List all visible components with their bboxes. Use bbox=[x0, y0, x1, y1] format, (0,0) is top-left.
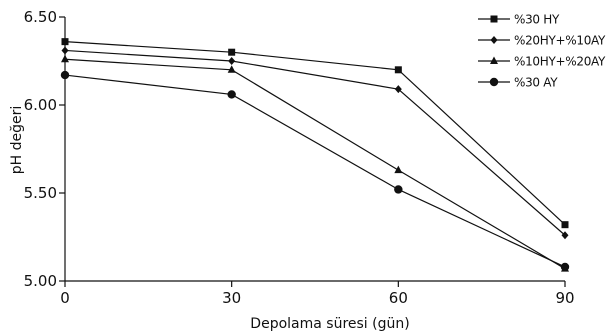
series-line bbox=[64, 74, 566, 268]
data-point bbox=[227, 90, 236, 99]
series-layer bbox=[60, 38, 570, 272]
y-tick-label: 5.00 bbox=[24, 272, 57, 290]
legend-item: %20HY+%10AY bbox=[478, 34, 606, 48]
data-point bbox=[561, 221, 569, 229]
legend-item: %10HY+%20AY bbox=[478, 55, 606, 69]
series-line bbox=[64, 58, 566, 270]
legend-label: %20HY+%10AY bbox=[514, 34, 606, 48]
legend-label: %10HY+%20AY bbox=[514, 55, 606, 69]
data-point bbox=[560, 262, 570, 272]
x-tick-label: 30 bbox=[222, 289, 241, 307]
legend-item: %30 AY bbox=[478, 76, 559, 90]
data-point bbox=[561, 231, 569, 240]
series-line bbox=[64, 49, 566, 236]
data-point bbox=[228, 48, 236, 56]
data-point bbox=[394, 185, 403, 194]
data-point bbox=[228, 57, 236, 65]
data-point bbox=[61, 54, 69, 63]
series-line bbox=[64, 41, 566, 226]
legend-label: %30 AY bbox=[514, 76, 558, 90]
x-tick-label: 90 bbox=[555, 289, 574, 307]
legend-label: %30 HY bbox=[514, 13, 560, 27]
y-tick-label: 6.50 bbox=[24, 8, 57, 26]
series-diamond bbox=[61, 46, 569, 240]
x-tick-label: 60 bbox=[389, 289, 408, 307]
data-point bbox=[60, 70, 70, 80]
x-axis-ticks: 0 30 60 90 bbox=[60, 281, 575, 307]
data-point bbox=[394, 165, 403, 174]
y-axis-ticks: 5.00 5.50 6.00 6.50 bbox=[24, 8, 65, 290]
series-circle bbox=[60, 70, 570, 272]
legend-marker bbox=[490, 36, 498, 44]
data-point bbox=[61, 46, 69, 55]
x-tick-label: 0 bbox=[60, 289, 70, 307]
data-point bbox=[394, 85, 402, 94]
legend-item: %30 HY bbox=[478, 13, 560, 27]
series-triangle bbox=[61, 54, 569, 272]
data-point bbox=[61, 38, 69, 46]
legend: %30 HY %20HY+%10AY %10HY+%20AY %30 AY bbox=[478, 13, 606, 90]
y-axis-title: pH değeri bbox=[9, 106, 25, 175]
y-tick-label: 6.00 bbox=[24, 96, 57, 114]
legend-marker bbox=[489, 77, 499, 87]
chart-axes bbox=[64, 17, 565, 282]
data-point bbox=[394, 66, 402, 74]
series-square bbox=[61, 38, 569, 229]
data-point bbox=[227, 65, 236, 73]
legend-marker bbox=[490, 56, 498, 64]
y-tick-label: 5.50 bbox=[24, 184, 57, 202]
x-axis-title: Depolama süresi (gün) bbox=[250, 316, 409, 332]
legend-marker bbox=[490, 15, 498, 23]
